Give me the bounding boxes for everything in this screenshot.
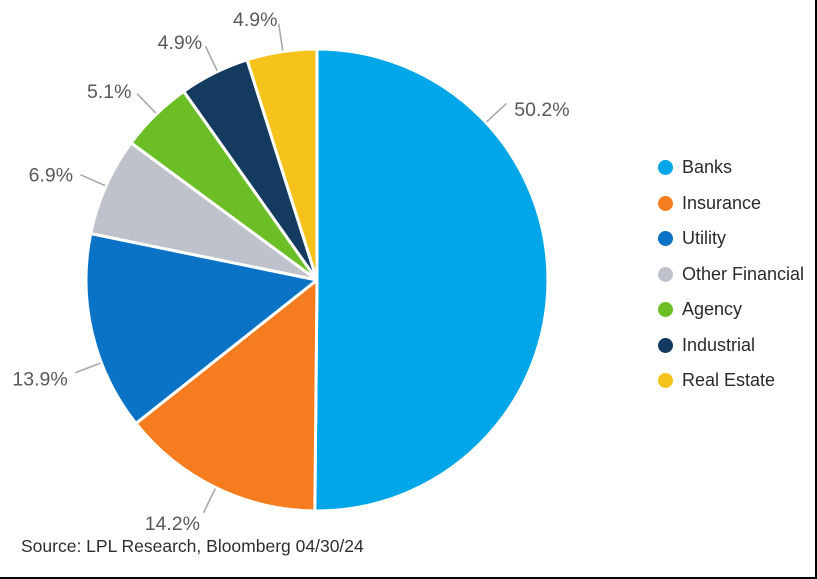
pie-slice-utility xyxy=(84,232,319,425)
percent-label-utility: 13.9% xyxy=(12,369,67,391)
percent-label-insurance: 14.2% xyxy=(145,513,200,535)
legend-label-utility: Utility xyxy=(682,228,726,249)
legend-item-industrial: Industrial xyxy=(658,328,804,364)
leader-line-other-financial xyxy=(80,173,106,187)
legend-label-industrial: Industrial xyxy=(682,334,756,355)
leader-line-banks xyxy=(486,102,507,123)
percent-label-real-estate: 4.9% xyxy=(233,9,277,31)
legend-dot-insurance xyxy=(658,195,673,211)
legend-dot-industrial xyxy=(658,337,673,353)
legend-dot-agency xyxy=(658,302,673,318)
percent-label-agency: 5.1% xyxy=(87,81,131,103)
percent-label-other-financial: 6.9% xyxy=(29,164,73,186)
legend-item-other-financial: Other Financial xyxy=(658,257,804,293)
source-text: Source: LPL Research, Bloomberg 04/30/24 xyxy=(21,536,364,556)
leader-line-real-estate xyxy=(277,23,284,51)
legend-dot-other-financial xyxy=(658,266,673,282)
legend-dot-banks xyxy=(658,160,673,176)
legend-label-banks: Banks xyxy=(682,157,733,178)
legend-dot-utility xyxy=(658,231,673,247)
legend: Banks Insurance Utility Other Financial Agen… xyxy=(658,150,804,399)
legend-label-real-estate: Real Estate xyxy=(682,370,776,391)
legend-item-insurance: Insurance xyxy=(658,186,804,222)
leader-line-insurance xyxy=(202,488,217,514)
pie-slice-banks xyxy=(313,47,550,513)
legend-label-agency: Agency xyxy=(682,299,743,320)
leader-line-utility xyxy=(74,362,101,374)
percent-label-banks: 50.2% xyxy=(514,99,569,121)
legend-item-agency: Agency xyxy=(658,292,804,328)
legend-label-insurance: Insurance xyxy=(682,192,762,213)
legend-dot-real-estate xyxy=(658,373,673,389)
legend-label-other-financial: Other Financial xyxy=(682,263,805,284)
pie-slice-insurance xyxy=(134,278,319,513)
legend-item-utility: Utility xyxy=(658,221,804,257)
legend-item-banks: Banks xyxy=(658,150,804,186)
pie-slice-real-estate xyxy=(245,47,319,282)
legend-item-real-estate: Real Estate xyxy=(658,363,804,399)
leader-line-agency xyxy=(136,93,157,114)
leader-line-industrial xyxy=(204,45,218,71)
percent-label-industrial: 4.9% xyxy=(158,32,202,54)
